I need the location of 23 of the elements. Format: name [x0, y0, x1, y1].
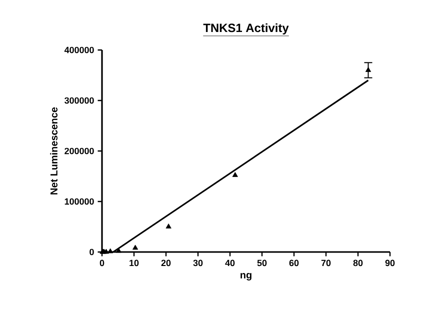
x-tick-label: 60 — [289, 260, 299, 266]
x-axis-title: ng — [240, 272, 252, 280]
point — [166, 224, 172, 228]
y-tick-label: 0 — [90, 248, 94, 256]
x-tick-label: 50 — [257, 260, 267, 266]
chart-title: TNKS1 Activity — [203, 23, 289, 35]
y-tick-label: 200000 — [64, 148, 94, 154]
point — [108, 248, 114, 254]
y-axis-title: Net Luminescence — [50, 107, 58, 194]
x-tick-label: 40 — [225, 260, 235, 266]
x-tick-label: 70 — [321, 260, 331, 266]
point — [232, 172, 238, 177]
y-tick-label: 100000 — [64, 198, 94, 205]
x-tick-label: 10 — [130, 260, 139, 266]
x-tick-label: 30 — [193, 260, 203, 266]
y-tick-label: 300000 — [64, 97, 94, 104]
x-tick-label: 20 — [161, 260, 171, 266]
x-tick-label: 90 — [385, 260, 395, 266]
point — [132, 244, 138, 250]
x-tick-label: 80 — [353, 260, 363, 266]
x-tick-label: 0 — [100, 260, 104, 266]
point — [365, 67, 372, 72]
y-tick-label: 400000 — [64, 46, 94, 54]
